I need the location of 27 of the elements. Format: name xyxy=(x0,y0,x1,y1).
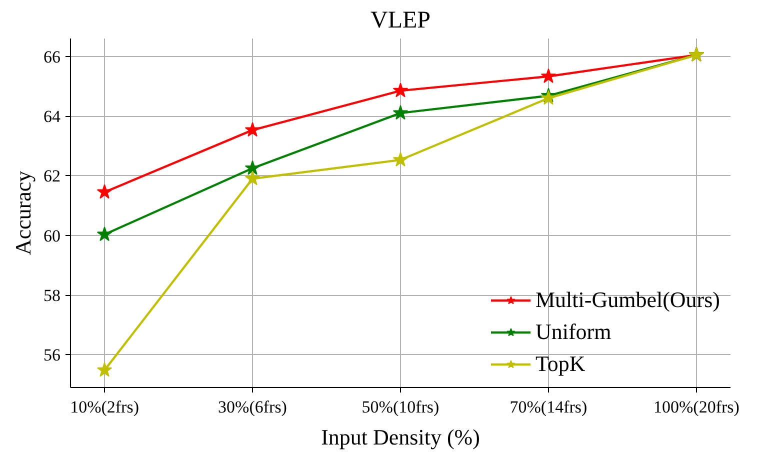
legend-label: Multi-Gumbel(Ours) xyxy=(535,287,720,313)
y-tick-label: 58 xyxy=(44,286,60,306)
x-tick-label: 10%(2frs) xyxy=(70,398,139,416)
point xyxy=(244,122,260,137)
legend-label: Uniform xyxy=(535,319,612,345)
x-axis-title: Input Density (%) xyxy=(321,424,480,450)
y-tick-label: 64 xyxy=(44,107,61,126)
point xyxy=(244,170,260,186)
point xyxy=(96,362,112,377)
point xyxy=(392,152,408,166)
y-tick-label: 56 xyxy=(44,346,60,365)
x-tick-label: 70%(14frs) xyxy=(510,398,588,416)
point xyxy=(392,105,408,120)
legend-label: TopK xyxy=(535,351,586,377)
chart-title: VLEP xyxy=(370,8,430,34)
y-tick-label: 66 xyxy=(44,47,60,66)
y-axis-title: Accuracy xyxy=(10,170,36,256)
point xyxy=(244,160,260,175)
x-tick-label: 100%(20frs) xyxy=(654,398,740,416)
y-tick-label: 60 xyxy=(44,226,60,246)
point xyxy=(392,82,408,98)
y-tick-label: 62 xyxy=(44,166,60,186)
point xyxy=(96,226,112,242)
x-tick-label: 50%(10frs) xyxy=(362,398,440,416)
x-tick-label: 30%(6frs) xyxy=(218,398,287,416)
point xyxy=(540,68,556,83)
point xyxy=(96,184,112,199)
